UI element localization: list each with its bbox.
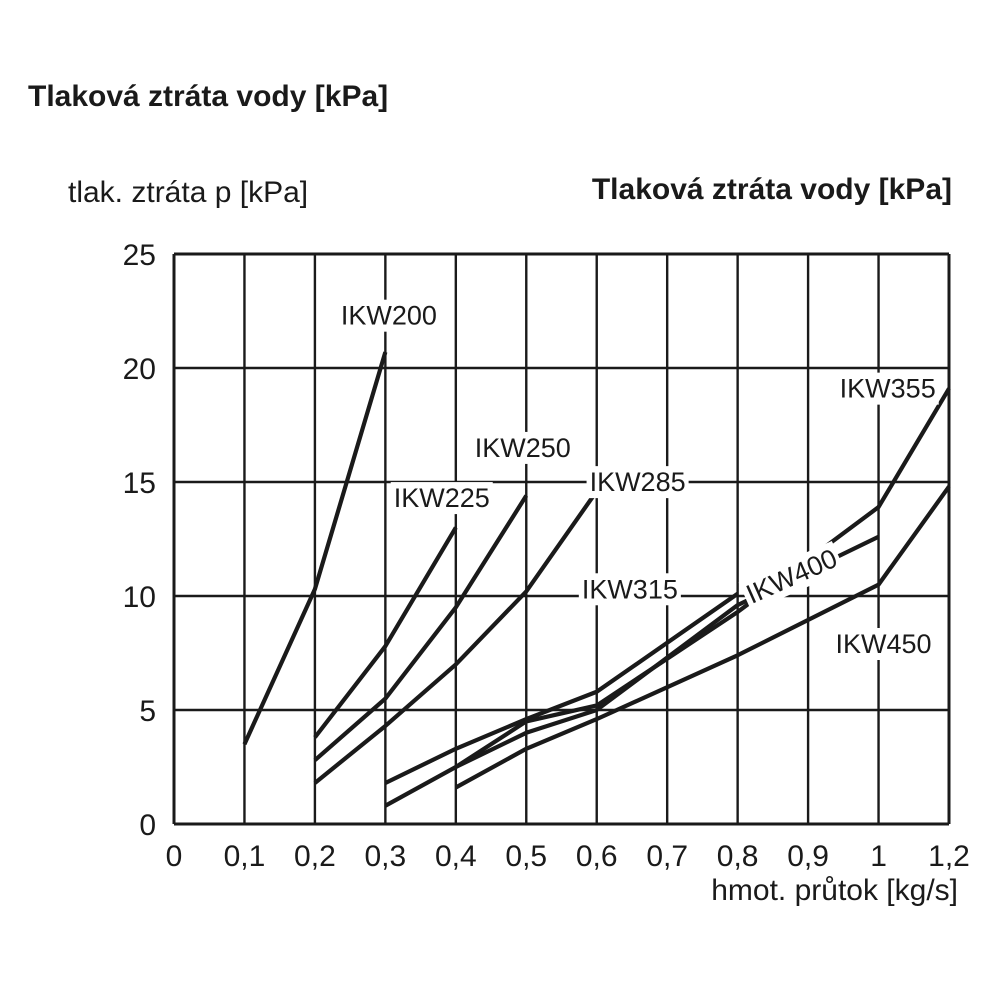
x-tick-label: 0,4: [435, 840, 477, 873]
y-tick-label: 20: [123, 353, 156, 386]
series-line: [454, 485, 951, 790]
y-tick-label: 10: [123, 581, 156, 614]
page-title: Tlaková ztráta vody [kPa]: [28, 80, 389, 113]
series-label: IKW450: [835, 629, 931, 659]
y-tick-label: 5: [139, 695, 156, 728]
series-label-background: [836, 372, 939, 405]
x-tick-label: 0,6: [576, 840, 618, 873]
series-label: IKW225: [394, 483, 490, 513]
x-tick-label: 0,3: [365, 840, 407, 873]
series-label: IKW315: [582, 574, 678, 604]
x-tick-label: 0,7: [646, 840, 688, 873]
y-tick-label: 15: [123, 467, 156, 500]
series-line: [313, 494, 529, 762]
series-label-background: [337, 299, 440, 332]
series-label: IKW285: [590, 467, 686, 497]
x-tick-label: 0,9: [787, 840, 829, 873]
series-label: IKW200: [341, 301, 437, 331]
series-label-background: [471, 431, 574, 464]
x-tick-label: 1: [870, 840, 887, 873]
series-label: IKW355: [840, 374, 936, 404]
x-axis-label: hmot. průtok [kg/s]: [711, 874, 958, 907]
x-tick-label: 1,2: [928, 840, 970, 873]
y-tick-label: 0: [139, 809, 156, 842]
x-tick-label: 0,1: [224, 840, 266, 873]
series-line: [313, 489, 599, 785]
series-label: IKW250: [475, 433, 571, 463]
x-tick-label: 0,8: [717, 840, 759, 873]
x-tick-label: 0,2: [294, 840, 336, 873]
series-label-background: [578, 573, 681, 606]
series-line: [313, 526, 458, 739]
series-label-background: [586, 466, 689, 499]
series-line: [384, 591, 739, 785]
y-tick-label: 25: [123, 239, 156, 272]
y-axis-label: tlak. ztráta p [kPa]: [68, 176, 309, 209]
x-tick-label: 0: [166, 840, 183, 873]
x-tick-label: 0,5: [505, 840, 547, 873]
chart-title: Tlaková ztráta vody [kPa]: [591, 173, 952, 206]
series-label-background: [738, 541, 845, 612]
series-label-background: [390, 482, 493, 515]
series-line: [242, 351, 388, 746]
series-label-background: [832, 628, 935, 660]
